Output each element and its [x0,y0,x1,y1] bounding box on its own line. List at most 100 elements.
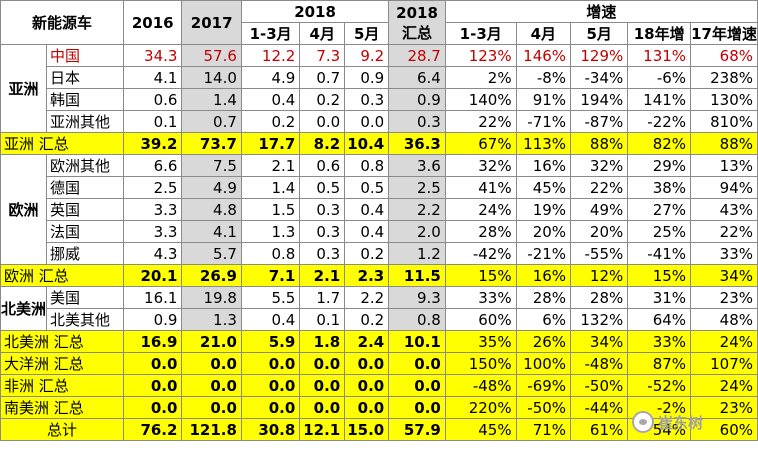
cell: 0.0 [299,352,346,375]
cell: 131% [627,44,692,67]
table-row: 北美洲 美国 16.1 19.8 5.5 1.7 2.2 9.3 33% 28%… [0,286,758,331]
cell: -48% [444,374,517,397]
cell: 141% [627,88,692,111]
cell: 0.0 [299,110,346,133]
cell: 22% [444,110,517,133]
cell: 87% [627,352,692,375]
cell: 0.0 [181,374,242,397]
row-label: 北美洲 汇总 [0,330,125,353]
row-label: 非洲 汇总 [0,374,125,397]
col-2018-total-bottom: 汇总 [402,23,433,42]
cell: -69% [515,374,572,397]
cell: 0.0 [344,352,390,375]
cell: -42% [444,242,517,265]
col-growth: 增速 [444,0,758,23]
cell: 0.0 [240,352,301,375]
cell: 22% [570,176,629,199]
cell: 43% [690,198,758,221]
cell: -52% [627,374,692,397]
cell: 38% [627,176,692,199]
cell: 3.3 [123,198,183,221]
cell: 7.3 [299,44,346,67]
cell: 0.2 [240,110,301,133]
cell: 67% [444,132,517,155]
row-label: 法国 [46,220,125,243]
cell: 0.1 [123,110,183,133]
header-row-1: 新能源车 2016 2017 2018 2018 汇总 增速 [0,0,758,45]
col-2017: 2017 [181,0,242,45]
cell: 107% [690,352,758,375]
row-label: 欧洲 汇总 [0,264,125,287]
subtotal-row: 亚洲 汇总 39.2 73.7 17.7 8.2 10.4 36.3 67% 1… [0,132,758,155]
row-label: 韩国 [46,88,125,111]
cell: 16% [515,264,572,287]
col-growth-17: 17年增速 [690,22,758,45]
table-row: 法国 3.3 4.1 1.3 0.3 0.4 2.0 28% 20% 20% 2… [1,220,758,243]
cell: -34% [570,66,629,89]
subtotal-row: 南美洲 汇总 0.0 0.0 0.0 0.0 0.0 0.0 220% -50%… [0,396,758,419]
cell: 4.1 [123,66,183,89]
cell: 30.8 [240,418,301,441]
cell: 4.9 [240,66,301,89]
subtotal-row: 非洲 汇总 0.0 0.0 0.0 0.0 0.0 0.0 -48% -69% … [0,374,758,397]
row-label: 中国 [46,44,125,67]
col-growth-q1: 1-3月 [444,22,517,45]
cell: 28% [444,220,517,243]
cell: 1.4 [181,88,242,111]
cell: 1.3 [181,308,242,331]
cell: -55% [570,242,629,265]
cell: 33% [690,242,758,265]
cell: 2.2 [388,198,446,221]
cell: 2.3 [344,264,390,287]
col-may: 5月 [344,22,390,45]
cell: 25% [627,220,692,243]
cell: 2.5 [388,176,446,199]
cell: -8% [515,66,572,89]
cell: 20% [515,220,572,243]
cell: 0.4 [240,88,301,111]
cell: 22% [690,220,758,243]
cell: 0.0 [299,396,346,419]
cell: 33% [627,330,692,353]
cell: 45% [515,176,572,199]
col-growth-apr: 4月 [515,22,572,45]
cell: 12.2 [240,44,301,67]
cell: 13% [690,154,758,177]
table-title: 新能源车 [0,0,125,45]
region-asia: 亚洲 [0,44,48,133]
cell: 0.0 [123,374,183,397]
row-label: 总计 [0,418,125,441]
cell: 6.6 [123,154,183,177]
cell: 0.0 [388,396,446,419]
cell: 0.8 [388,308,446,331]
cell: 4.8 [181,198,242,221]
cell: 23% [690,286,758,309]
header-row-2: 1-3月 4月 5月 1-3月 4月 5月 18年增 17年增速 [1,22,758,45]
cell: 140% [444,88,517,111]
cell: 0.0 [240,374,301,397]
cell: 4.3 [123,242,183,265]
row-label: 日本 [46,66,125,89]
cell: 0.0 [344,396,390,419]
cell: 82% [627,132,692,155]
cell: 34.3 [123,44,183,67]
cell: 76.2 [123,418,183,441]
subtotal-row: 大洋洲 汇总 0.0 0.0 0.0 0.0 0.0 0.0 150% 100%… [0,352,758,375]
cell: 2.1 [299,264,346,287]
row-label: 挪威 [46,242,125,265]
cell: 0.2 [344,242,390,265]
cell: 132% [570,308,629,331]
cell: 0.2 [344,308,390,331]
cell: 60% [444,308,517,331]
cell: 57.9 [388,418,446,441]
col-2018: 2018 [240,0,390,23]
cell: 21.0 [181,330,242,353]
cell: 810% [690,110,758,133]
cell: 0.7 [299,66,346,89]
cell: 0.3 [299,220,346,243]
cell: 0.0 [388,352,446,375]
nev-sales-table: 新能源车 2016 2017 2018 2018 汇总 增速 1-3月 4月 5… [0,0,758,441]
watermark-text: 崔东树 [658,413,704,432]
cell: -50% [515,396,572,419]
cell: 2.5 [123,176,183,199]
